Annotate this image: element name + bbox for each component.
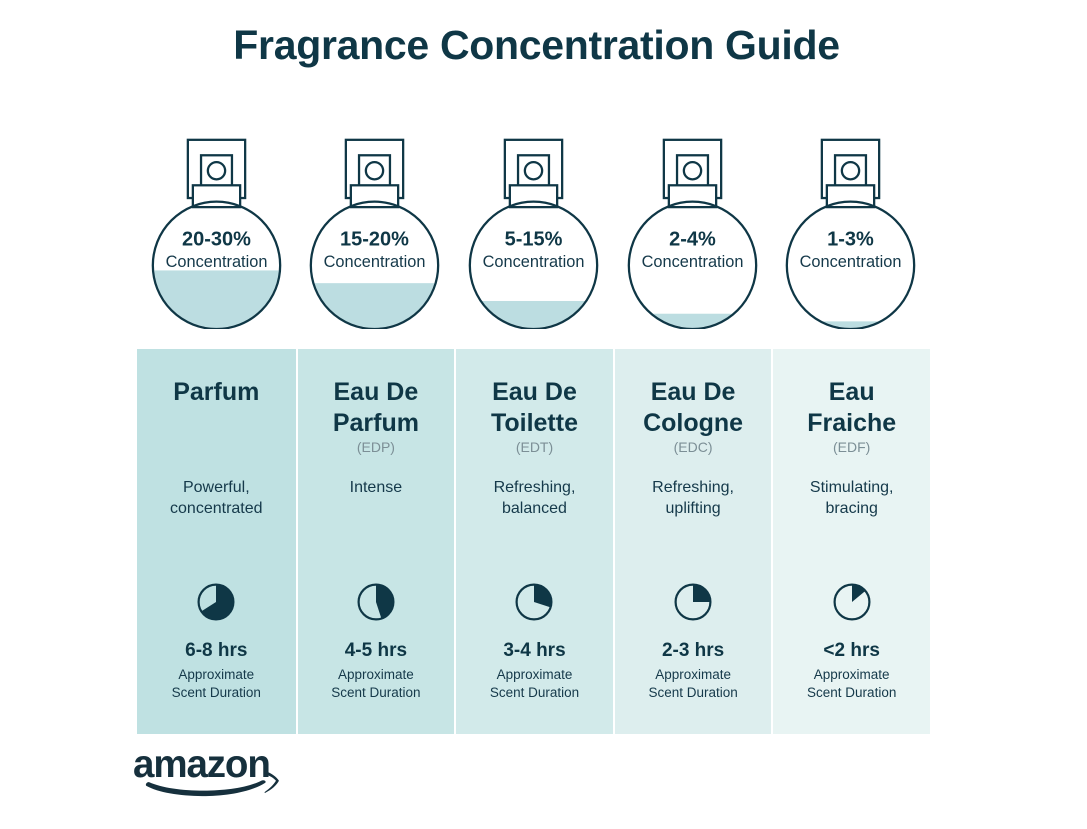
svg-text:amazon: amazon: [133, 743, 270, 786]
svg-text:2-4%: 2-4%: [669, 228, 716, 250]
svg-text:Concentration: Concentration: [800, 253, 902, 271]
svg-text:Concentration: Concentration: [165, 253, 267, 271]
svg-text:Concentration: Concentration: [324, 253, 426, 271]
svg-text:Concentration: Concentration: [641, 253, 743, 271]
svg-text:20-30%: 20-30%: [182, 228, 251, 250]
svg-text:1-3%: 1-3%: [827, 228, 874, 250]
svg-text:5-15%: 5-15%: [505, 228, 563, 250]
svg-text:15-20%: 15-20%: [340, 228, 409, 250]
svg-text:Concentration: Concentration: [483, 253, 585, 271]
